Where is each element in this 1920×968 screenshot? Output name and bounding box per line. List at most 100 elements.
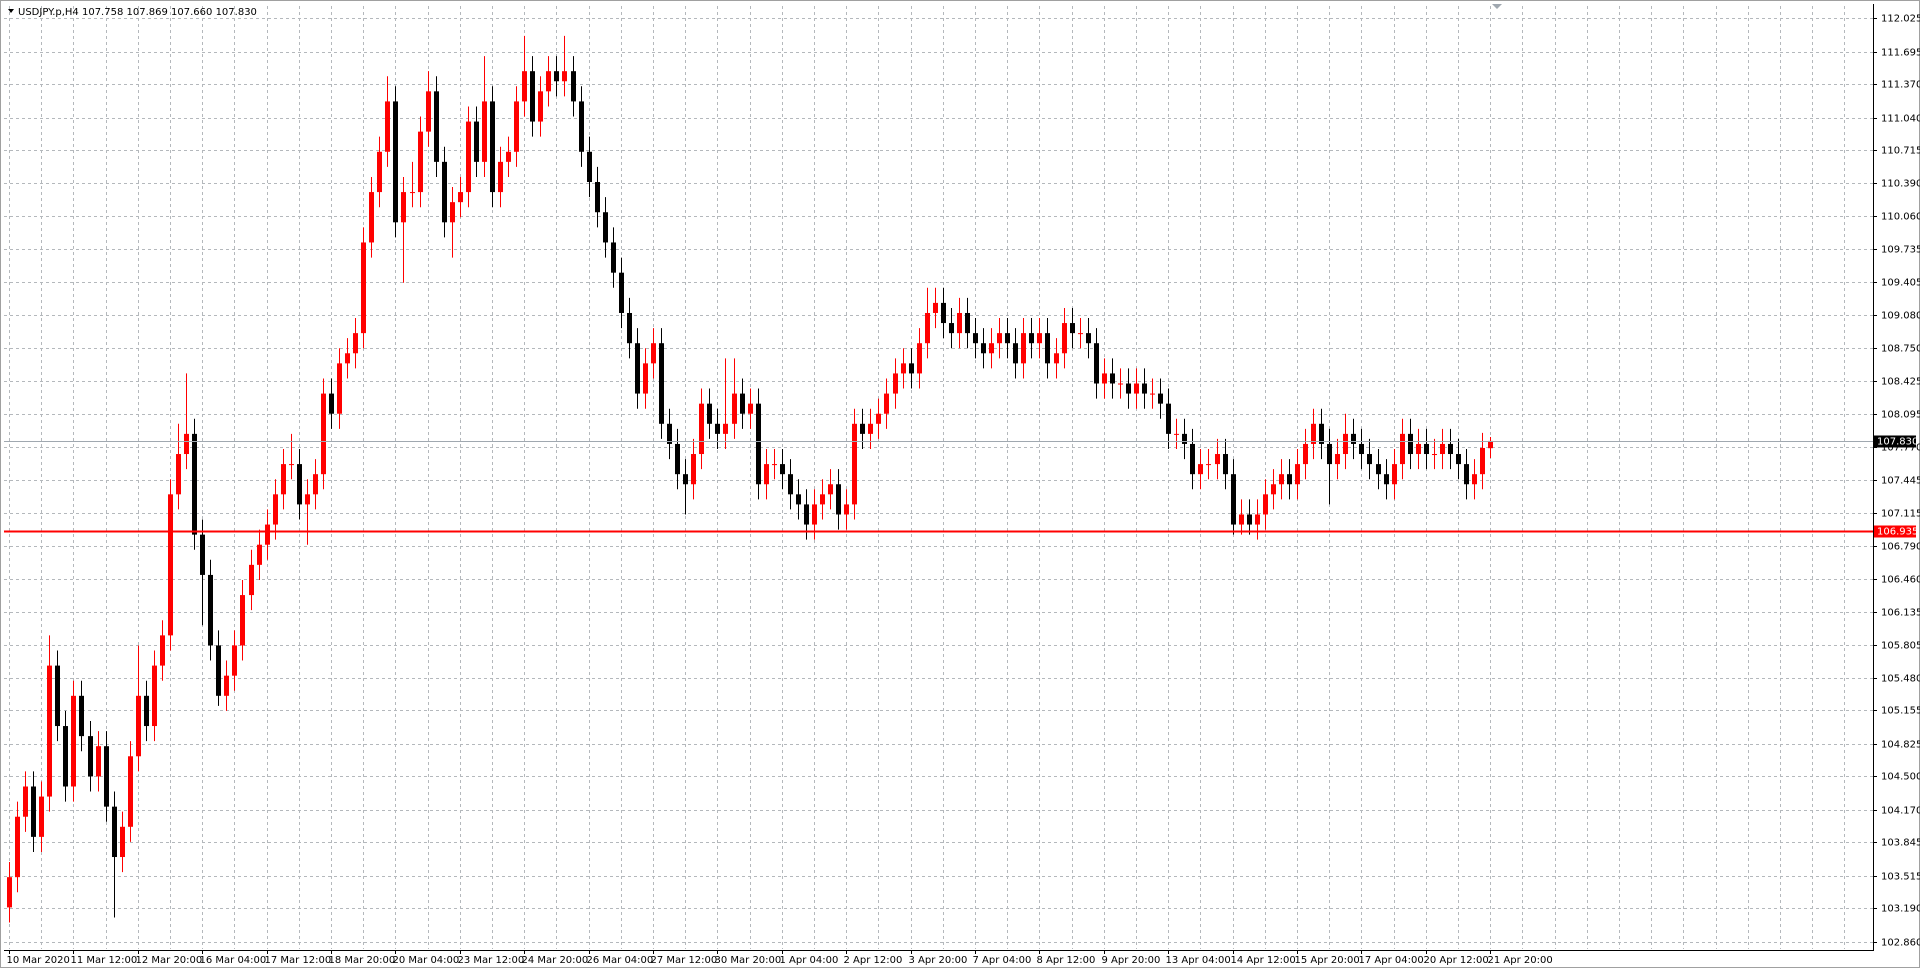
candle-body bbox=[715, 423, 720, 434]
x-tick-label: 12 Mar 20:00 bbox=[136, 955, 203, 966]
candle-body bbox=[1392, 464, 1397, 485]
candle-body bbox=[595, 182, 600, 213]
x-tick-label: 3 Apr 20:00 bbox=[909, 955, 968, 966]
price-label: 107.830 bbox=[1877, 437, 1918, 448]
candle-body bbox=[1367, 454, 1372, 465]
candle-body bbox=[1303, 443, 1308, 465]
candle-body bbox=[144, 695, 149, 727]
candle-body bbox=[611, 242, 616, 273]
y-tick-label: 102.860 bbox=[1881, 938, 1920, 949]
candle-body bbox=[1118, 383, 1123, 385]
candle-body bbox=[1408, 433, 1413, 455]
candle-body bbox=[337, 363, 342, 414]
candle-body bbox=[1142, 383, 1147, 394]
candle-body bbox=[1182, 433, 1187, 444]
candle-body bbox=[643, 363, 648, 394]
candle-body bbox=[804, 504, 809, 525]
x-tick-label: 10 Mar 2020 bbox=[7, 955, 70, 966]
candle-body bbox=[1271, 484, 1276, 495]
candle-body bbox=[748, 403, 753, 414]
y-tick-label: 108.095 bbox=[1881, 410, 1920, 421]
candle-body bbox=[216, 645, 221, 696]
candle-body bbox=[756, 403, 761, 485]
candle-body bbox=[1335, 454, 1340, 465]
candle-body bbox=[707, 403, 712, 424]
x-tick-label: 8 Apr 12:00 bbox=[1037, 955, 1096, 966]
candle-body bbox=[1126, 383, 1131, 394]
candle-body bbox=[780, 464, 785, 475]
candle-body bbox=[1094, 343, 1099, 384]
candle-body bbox=[772, 464, 777, 466]
candle-body bbox=[506, 151, 511, 162]
candle-body bbox=[257, 544, 262, 565]
candle-body bbox=[224, 675, 229, 696]
candle-body bbox=[305, 494, 310, 505]
price-label-box bbox=[1874, 525, 1916, 538]
y-tick-label: 107.115 bbox=[1881, 509, 1920, 520]
x-tick-label: 2 Apr 12:00 bbox=[844, 955, 903, 966]
x-tick-label: 15 Apr 20:00 bbox=[1295, 955, 1360, 966]
chart-title: USDJPY.p,H4 107.758 107.869 107.660 107.… bbox=[18, 7, 257, 18]
candle-body bbox=[925, 312, 930, 344]
x-tick-label: 30 Mar 20:00 bbox=[715, 955, 782, 966]
candle-body bbox=[981, 343, 986, 354]
candle-body bbox=[289, 464, 294, 466]
y-tick-label: 106.460 bbox=[1881, 575, 1920, 586]
candle-body bbox=[273, 494, 278, 525]
x-tick-label: 11 Mar 12:00 bbox=[71, 955, 138, 966]
y-tick-label: 104.825 bbox=[1881, 740, 1920, 751]
x-tick-label: 14 Apr 12:00 bbox=[1231, 955, 1296, 966]
candle-body bbox=[1319, 423, 1324, 444]
candle-body bbox=[683, 474, 688, 485]
candle-body bbox=[1311, 423, 1316, 444]
candle-body bbox=[1070, 323, 1075, 334]
candle-body bbox=[691, 454, 696, 485]
candle-body bbox=[160, 635, 165, 666]
candle-body bbox=[530, 71, 535, 122]
candle-body bbox=[104, 746, 109, 807]
x-tick-label: 20 Mar 04:00 bbox=[393, 955, 460, 966]
candle-body bbox=[579, 101, 584, 152]
candle-body bbox=[965, 312, 970, 334]
candle-body bbox=[88, 736, 93, 777]
candle-body bbox=[39, 796, 44, 837]
candle-body bbox=[764, 464, 769, 485]
candle-body bbox=[514, 101, 519, 152]
candle-body bbox=[1190, 443, 1195, 475]
candle-body bbox=[1279, 474, 1284, 485]
candle-body bbox=[1440, 443, 1445, 455]
y-tick-label: 109.735 bbox=[1881, 245, 1920, 256]
y-tick-label: 109.405 bbox=[1881, 278, 1920, 289]
candle-body bbox=[1086, 333, 1091, 344]
candle-body bbox=[860, 423, 865, 434]
candle-body bbox=[1102, 373, 1107, 384]
candle-body bbox=[96, 746, 101, 777]
candle-body bbox=[1416, 443, 1421, 455]
x-tick-label: 7 Apr 04:00 bbox=[973, 955, 1032, 966]
candle-body bbox=[112, 806, 117, 858]
candle-body bbox=[1263, 494, 1268, 515]
candle-body bbox=[659, 343, 664, 424]
candle-body bbox=[450, 202, 455, 223]
candle-body bbox=[1078, 333, 1083, 335]
candle-body bbox=[884, 393, 889, 414]
y-tick-label: 109.080 bbox=[1881, 311, 1920, 322]
candle-body bbox=[482, 101, 487, 162]
candle-body bbox=[401, 192, 406, 223]
candle-body bbox=[538, 91, 543, 122]
candle-body bbox=[426, 91, 431, 132]
candle-body bbox=[1343, 433, 1348, 455]
candle-body bbox=[63, 726, 68, 787]
y-tick-label: 107.445 bbox=[1881, 476, 1920, 487]
candle-body bbox=[836, 484, 841, 515]
candle-body bbox=[554, 71, 559, 82]
y-tick-label: 106.790 bbox=[1881, 542, 1920, 553]
price-label: 106.935 bbox=[1877, 527, 1918, 538]
candle-body bbox=[321, 393, 326, 475]
candle-body bbox=[369, 192, 374, 243]
candle-body bbox=[240, 595, 245, 646]
candle-body bbox=[1223, 454, 1228, 475]
candle-body bbox=[627, 312, 632, 344]
candle-body bbox=[329, 393, 334, 414]
